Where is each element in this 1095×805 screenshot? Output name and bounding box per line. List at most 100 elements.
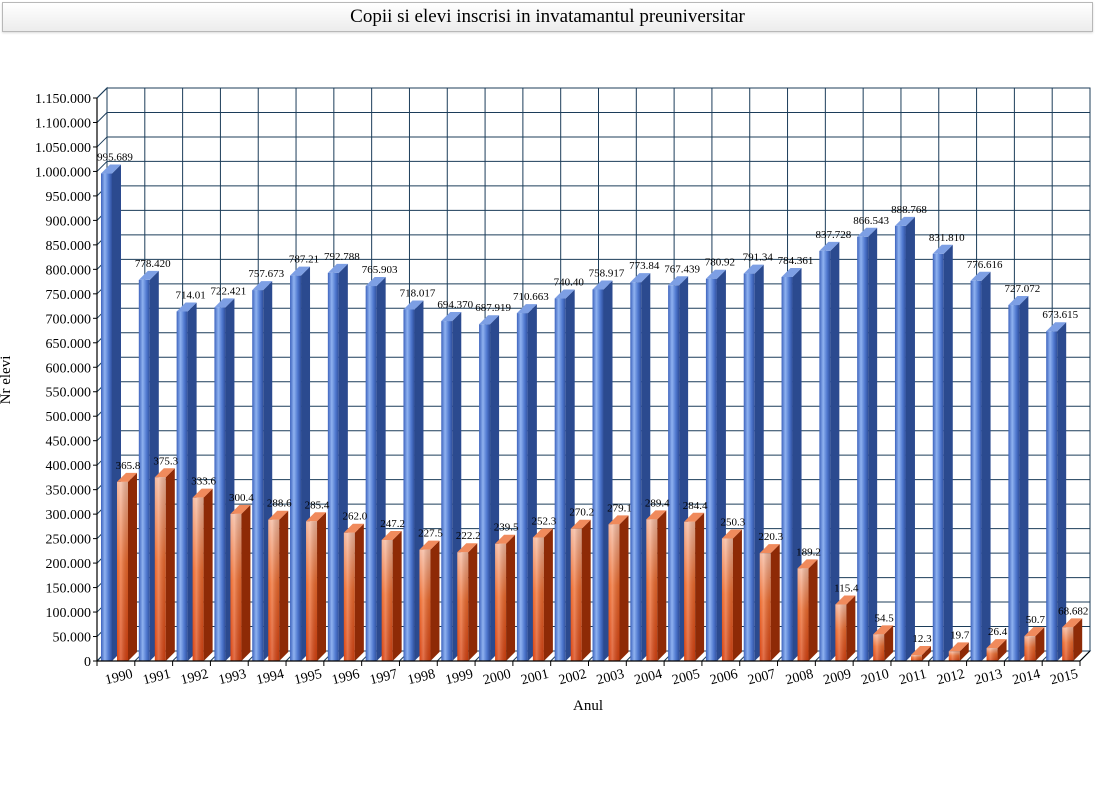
- bar-series2-side: [430, 540, 440, 661]
- bar-series1-top: [781, 268, 802, 278]
- bar-series1-top: [403, 300, 424, 310]
- data-label-series2: 252.3: [532, 515, 557, 527]
- y-tick-label: 550.000: [46, 386, 92, 401]
- bar-series1-front: [176, 311, 188, 661]
- x-tick-label: 1993: [217, 667, 248, 688]
- data-label-series1: 792.788: [324, 251, 360, 263]
- bar-series2-top: [154, 468, 175, 478]
- data-label-series1: 995.689: [97, 152, 133, 164]
- data-label-series2: 54.5: [875, 612, 895, 624]
- data-label-series2: 288.6: [267, 498, 292, 510]
- bar-series2-side: [921, 645, 931, 661]
- bar-series1-front: [252, 290, 264, 661]
- bar-series2-top: [343, 523, 364, 533]
- x-tick-label: 2001: [520, 667, 551, 688]
- bar-series1-front: [857, 236, 869, 661]
- bar-series2-sheen: [495, 543, 507, 661]
- y-tick-label: 900.000: [46, 214, 92, 229]
- bar-series2-side: [695, 512, 705, 661]
- x-tick-label: 2009: [822, 667, 853, 688]
- y-tick-label: 500.000: [46, 410, 92, 425]
- bar-series1-front: [1046, 331, 1058, 661]
- data-label-series1: 714.01: [175, 289, 205, 301]
- bar-series2-sheen: [117, 481, 128, 661]
- data-label-series1: 767.439: [664, 263, 700, 275]
- bar-series1-front: [554, 298, 566, 661]
- data-label-series2: 50.7: [1026, 614, 1046, 626]
- data-label-series1: 710.663: [513, 291, 549, 303]
- y-tick-label: 1.000.000: [35, 165, 91, 180]
- bar-series2-sheen: [986, 648, 998, 661]
- bar-series2-top: [268, 510, 289, 520]
- data-label-series2: 375.3: [153, 455, 178, 467]
- bar-series2-top: [910, 645, 931, 655]
- data-label-series2: 220.3: [758, 531, 783, 543]
- bar-series2-top: [1024, 627, 1045, 637]
- bar-series2-top: [570, 519, 591, 529]
- bar-series2: [306, 512, 327, 661]
- data-label-series1: 722.421: [211, 285, 247, 297]
- bar-series2-sheen: [343, 532, 355, 661]
- bar-series2-top: [381, 530, 402, 540]
- bar-series1-top: [327, 263, 348, 273]
- bar-series2-side: [732, 529, 742, 661]
- y-tick-label: 300.000: [46, 508, 92, 523]
- bar-series1-top: [365, 277, 386, 287]
- bar-series1-front: [441, 321, 453, 661]
- data-label-series1: 687.919: [475, 302, 511, 314]
- bar-series2-sheen: [1062, 627, 1074, 661]
- bar-series2: [457, 543, 478, 661]
- chart-title: Copii si elevi inscrisi in invatamantul …: [2, 2, 1093, 32]
- bar-series2: [532, 528, 553, 661]
- bar-series2-sheen: [457, 552, 469, 661]
- bar-series2-sheen: [759, 553, 771, 661]
- data-label-series1: 773.84: [629, 260, 660, 272]
- data-label-series2: 250.3: [721, 516, 746, 528]
- bar-series2-sheen: [192, 497, 204, 661]
- x-tick-label: 2014: [1011, 667, 1042, 688]
- x-tick-label: 2013: [973, 667, 1004, 688]
- bar-series2-sheen: [948, 651, 960, 661]
- bar-series1-front: [894, 225, 906, 661]
- data-label-series2: 68.682: [1058, 605, 1088, 617]
- data-label-series2: 189.2: [796, 546, 821, 558]
- bar-series1: [857, 227, 878, 661]
- bar-series1-front: [970, 280, 982, 661]
- x-tick-label: 2011: [898, 667, 928, 688]
- bar-series2: [684, 512, 705, 661]
- y-tick-label: 1.150.000: [35, 92, 91, 107]
- bar-series1-front: [819, 250, 831, 661]
- y-tick-label: 200.000: [46, 557, 92, 572]
- bar-series2-top: [1062, 618, 1083, 628]
- bar-series1-side: [830, 241, 840, 661]
- x-tick-label: 2003: [595, 667, 626, 688]
- x-tick-label: 1990: [104, 667, 135, 688]
- bar-series1: [781, 268, 802, 661]
- bar-series1-top: [894, 216, 915, 226]
- x-tick-label: 2000: [482, 667, 513, 688]
- y-tick-label: 250.000: [46, 533, 92, 548]
- y-tick-label: 100.000: [46, 606, 92, 621]
- x-tick-label: 2007: [746, 667, 777, 688]
- bar-series1: [819, 241, 840, 661]
- data-label-series1: 740.40: [554, 277, 585, 289]
- bar-series1-top: [214, 298, 235, 308]
- grid-line-side: [96, 112, 108, 123]
- y-tick-label: 850.000: [46, 239, 92, 254]
- bar-series2-side: [581, 519, 591, 661]
- data-label-series1: 784.361: [778, 255, 814, 267]
- bar-series2: [495, 534, 516, 661]
- bar-series1-side: [981, 271, 991, 661]
- grid-line-side: [96, 87, 108, 99]
- x-tick-label: 2006: [709, 667, 740, 688]
- data-label-series2: 262.0: [342, 511, 367, 523]
- data-labels: 995.689 365.8 778.420 375.3 714.01 333.6 722.4…: [97, 152, 1088, 645]
- bar-series2: [873, 625, 894, 661]
- bar-series1-front: [138, 279, 150, 661]
- bar-series2: [608, 515, 629, 661]
- bar-series2-side: [354, 523, 364, 661]
- x-tick-label: 1995: [293, 667, 324, 688]
- bar-series2-top: [457, 543, 478, 553]
- data-label-series2: 289.4: [645, 497, 670, 509]
- data-label-series2: 365.8: [116, 460, 141, 472]
